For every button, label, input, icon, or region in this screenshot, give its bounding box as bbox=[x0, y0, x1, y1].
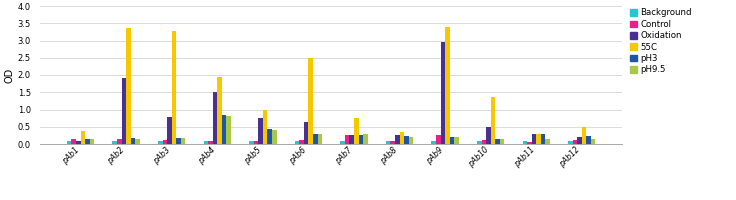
Bar bbox=[167, 117, 171, 144]
Bar bbox=[181, 138, 185, 144]
Bar bbox=[363, 134, 368, 144]
Bar bbox=[272, 130, 277, 144]
Bar bbox=[523, 141, 527, 144]
Bar bbox=[400, 132, 404, 144]
Bar bbox=[431, 141, 436, 144]
Bar bbox=[163, 140, 167, 144]
Bar bbox=[204, 141, 208, 144]
Bar bbox=[171, 31, 176, 144]
Bar bbox=[121, 78, 126, 144]
Bar bbox=[531, 134, 537, 144]
Bar bbox=[450, 137, 454, 144]
Bar bbox=[131, 138, 135, 144]
Bar bbox=[76, 141, 80, 144]
Bar bbox=[537, 134, 541, 144]
Bar bbox=[254, 141, 258, 144]
Bar bbox=[582, 127, 587, 144]
Bar bbox=[267, 129, 272, 144]
Bar bbox=[568, 141, 573, 144]
Bar bbox=[176, 138, 181, 144]
Bar bbox=[117, 139, 121, 144]
Bar bbox=[308, 58, 313, 144]
Bar bbox=[158, 141, 163, 144]
Bar bbox=[454, 137, 459, 144]
Bar bbox=[573, 140, 577, 144]
Bar bbox=[404, 136, 408, 144]
Bar bbox=[217, 77, 222, 144]
Bar bbox=[436, 135, 441, 144]
Bar bbox=[250, 141, 254, 144]
Bar bbox=[313, 134, 317, 144]
Bar bbox=[358, 135, 363, 144]
Bar bbox=[208, 141, 213, 144]
Bar bbox=[126, 28, 131, 144]
Bar bbox=[577, 137, 582, 144]
Bar bbox=[222, 115, 227, 144]
Bar bbox=[354, 118, 358, 144]
Bar bbox=[350, 135, 354, 144]
Bar bbox=[340, 141, 345, 144]
Bar bbox=[481, 140, 486, 144]
Bar bbox=[304, 122, 308, 144]
Bar bbox=[495, 139, 500, 144]
Bar bbox=[527, 142, 531, 144]
Bar bbox=[263, 110, 267, 144]
Bar bbox=[135, 139, 140, 144]
Bar bbox=[67, 141, 71, 144]
Bar bbox=[395, 135, 400, 144]
Bar bbox=[113, 141, 117, 144]
Bar bbox=[545, 139, 550, 144]
Bar bbox=[486, 127, 491, 144]
Legend: Background, Control, Oxidation, 55C, pH3, pH9.5: Background, Control, Oxidation, 55C, pH3… bbox=[629, 8, 693, 75]
Bar bbox=[591, 139, 595, 144]
Bar bbox=[345, 135, 350, 144]
Bar bbox=[85, 139, 90, 144]
Bar bbox=[477, 141, 481, 144]
Bar bbox=[445, 27, 450, 144]
Bar bbox=[441, 42, 445, 144]
Bar bbox=[491, 97, 495, 144]
Bar bbox=[80, 131, 85, 144]
Bar bbox=[213, 92, 217, 144]
Bar bbox=[227, 116, 231, 144]
Bar bbox=[294, 141, 300, 144]
Y-axis label: OD: OD bbox=[4, 67, 15, 83]
Bar bbox=[541, 134, 545, 144]
Bar bbox=[317, 134, 322, 144]
Bar bbox=[386, 141, 390, 144]
Bar bbox=[390, 141, 395, 144]
Bar bbox=[408, 137, 413, 144]
Bar bbox=[258, 118, 263, 144]
Bar bbox=[71, 139, 76, 144]
Bar bbox=[587, 136, 591, 144]
Bar bbox=[500, 139, 504, 144]
Bar bbox=[300, 140, 304, 144]
Bar bbox=[90, 139, 94, 144]
